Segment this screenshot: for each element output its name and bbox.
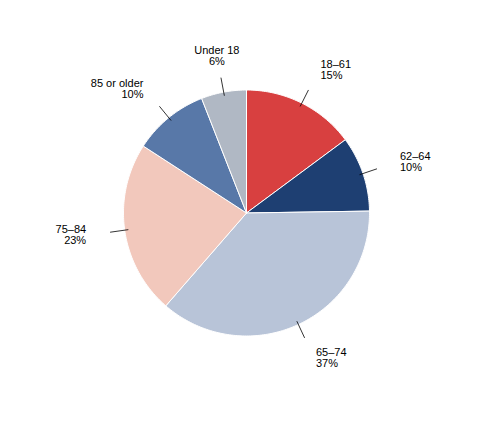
- svg-text:Under 186%: Under 186%: [194, 44, 239, 67]
- svg-text:18–6115%: 18–6115%: [320, 58, 351, 81]
- svg-text:62–6410%: 62–6410%: [400, 150, 431, 173]
- svg-text:75–8423%: 75–8423%: [56, 223, 87, 246]
- svg-text:65–7437%: 65–7437%: [316, 346, 347, 369]
- svg-text:85 or older10%: 85 or older10%: [91, 77, 144, 100]
